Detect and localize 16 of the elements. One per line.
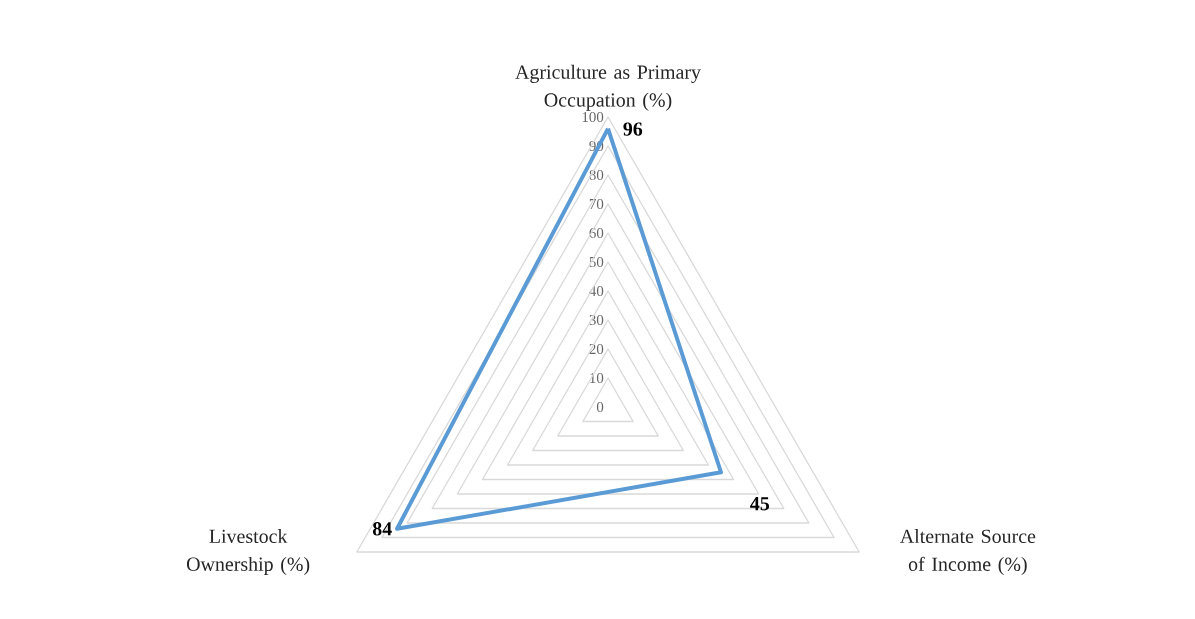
y-tick-label: 10 bbox=[590, 372, 604, 384]
y-tick-label: 20 bbox=[589, 343, 604, 355]
y-tick-label: 40 bbox=[589, 285, 604, 297]
spoke-label: Agriculture as Primary Occupation (%) bbox=[515, 64, 701, 111]
data-label: 45 bbox=[750, 497, 770, 511]
y-tick-label: 50 bbox=[589, 256, 604, 268]
spoke-label: Alternate Source of Income (%) bbox=[899, 529, 1036, 575]
y-tick-label: 100 bbox=[582, 111, 604, 123]
spoke-label: Livestock Ownership (%) bbox=[186, 529, 310, 575]
data-label: 84 bbox=[372, 522, 392, 536]
y-tick-label: 80 bbox=[589, 169, 604, 181]
y-tick-label: 70 bbox=[589, 198, 604, 210]
y-tick-label: 0 bbox=[596, 401, 604, 413]
data-label: 96 bbox=[623, 122, 643, 136]
y-tick-label: 30 bbox=[589, 314, 604, 326]
y-tick-label: 60 bbox=[589, 227, 604, 239]
